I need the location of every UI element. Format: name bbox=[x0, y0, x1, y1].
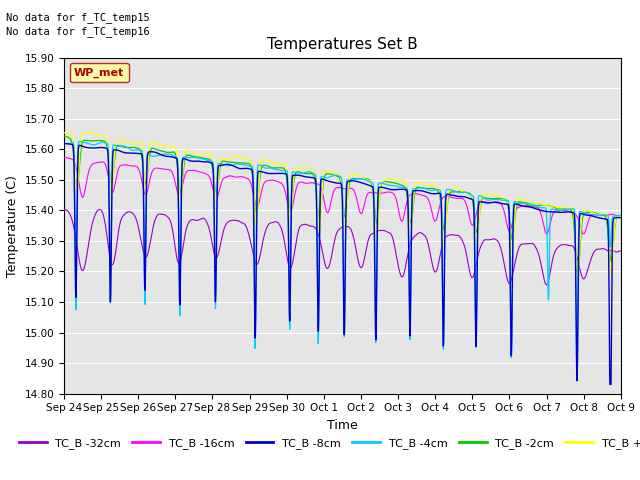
TC_B -16cm bbox=[568, 209, 575, 215]
TC_B -32cm bbox=[568, 243, 575, 249]
TC_B -8cm bbox=[568, 209, 575, 215]
TC_B -2cm bbox=[60, 133, 68, 139]
TC_B -2cm bbox=[584, 209, 591, 215]
TC_B -8cm bbox=[617, 215, 625, 221]
TC_B +4cm bbox=[60, 130, 68, 135]
TC_B -2cm bbox=[371, 205, 378, 211]
TC_B -4cm bbox=[216, 161, 223, 167]
TC_B +4cm bbox=[584, 207, 591, 213]
TC_B -16cm bbox=[60, 155, 68, 160]
TC_B -16cm bbox=[617, 213, 625, 219]
TC_B -32cm bbox=[216, 247, 223, 253]
TC_B -8cm bbox=[371, 241, 378, 247]
Legend: TC_B -32cm, TC_B -16cm, TC_B -8cm, TC_B -4cm, TC_B -2cm, TC_B +4cm: TC_B -32cm, TC_B -16cm, TC_B -8cm, TC_B … bbox=[14, 434, 640, 454]
Line: TC_B -16cm: TC_B -16cm bbox=[64, 157, 621, 234]
TC_B +4cm bbox=[371, 215, 379, 220]
TC_B -16cm bbox=[216, 188, 223, 193]
Line: TC_B -8cm: TC_B -8cm bbox=[64, 144, 621, 384]
TC_B -16cm bbox=[358, 209, 366, 215]
TC_B -16cm bbox=[584, 222, 591, 228]
TC_B +4cm bbox=[568, 206, 575, 212]
TC_B -8cm bbox=[606, 382, 614, 387]
TC_B -8cm bbox=[583, 212, 591, 218]
TC_B -4cm bbox=[76, 139, 84, 144]
TC_B -16cm bbox=[580, 231, 588, 237]
TC_B -32cm bbox=[371, 230, 378, 236]
TC_B -8cm bbox=[216, 163, 223, 168]
TC_B -16cm bbox=[371, 190, 378, 196]
TC_B -2cm bbox=[504, 204, 512, 210]
TC_B -4cm bbox=[568, 206, 575, 212]
TC_B -4cm bbox=[60, 141, 68, 146]
TC_B +4cm bbox=[216, 162, 223, 168]
TC_B +4cm bbox=[84, 130, 92, 135]
Title: Temperatures Set B: Temperatures Set B bbox=[267, 37, 418, 52]
TC_B -2cm bbox=[216, 170, 223, 176]
TC_B -8cm bbox=[60, 141, 68, 146]
TC_B -8cm bbox=[358, 180, 366, 186]
TC_B +4cm bbox=[617, 214, 625, 220]
TC_B -32cm bbox=[617, 248, 625, 254]
TC_B -8cm bbox=[504, 202, 512, 207]
TC_B -32cm bbox=[358, 264, 366, 269]
TC_B -4cm bbox=[584, 211, 591, 216]
TC_B -4cm bbox=[617, 213, 625, 218]
TC_B -2cm bbox=[574, 270, 582, 276]
Text: No data for f_TC_temp16: No data for f_TC_temp16 bbox=[6, 26, 150, 37]
TC_B -2cm bbox=[617, 213, 625, 219]
Line: TC_B -32cm: TC_B -32cm bbox=[64, 209, 621, 285]
Text: No data for f_TC_temp15: No data for f_TC_temp15 bbox=[6, 12, 150, 23]
TC_B -32cm bbox=[60, 206, 68, 212]
TC_B -4cm bbox=[359, 176, 367, 182]
TC_B -32cm bbox=[543, 282, 550, 288]
TC_B -32cm bbox=[584, 269, 591, 275]
TC_B -16cm bbox=[504, 226, 512, 232]
TC_B -4cm bbox=[371, 251, 379, 257]
TC_B -32cm bbox=[504, 279, 512, 285]
TC_B +4cm bbox=[359, 175, 367, 180]
Y-axis label: Temperature (C): Temperature (C) bbox=[6, 175, 19, 276]
TC_B +4cm bbox=[574, 275, 582, 281]
Line: TC_B -2cm: TC_B -2cm bbox=[64, 136, 621, 273]
TC_B -4cm bbox=[504, 198, 512, 204]
TC_B +4cm bbox=[504, 203, 512, 209]
TC_B -2cm bbox=[358, 176, 366, 181]
X-axis label: Time: Time bbox=[327, 419, 358, 432]
Line: TC_B +4cm: TC_B +4cm bbox=[64, 132, 621, 278]
Line: TC_B -4cm: TC_B -4cm bbox=[64, 142, 621, 363]
TC_B -2cm bbox=[568, 208, 575, 214]
TC_B -4cm bbox=[573, 360, 580, 366]
